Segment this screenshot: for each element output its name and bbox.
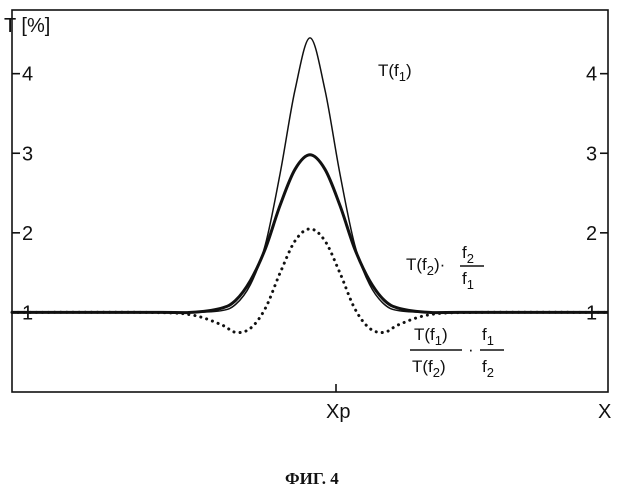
label-t-f1-close: ) xyxy=(406,61,412,80)
y-tick-label-right: 2 xyxy=(586,223,597,245)
svg-text:T(f2): T(f2) xyxy=(412,357,446,380)
svg-text:T(f1): T(f1) xyxy=(414,325,448,348)
label-ratio-den: T(f xyxy=(412,357,433,376)
label-t-f2-num-sub: 2 xyxy=(467,251,474,266)
label-ratio-dot: · xyxy=(468,340,474,359)
label-t-f1-part: T(f xyxy=(378,61,399,80)
label-ratio-num-close: ) xyxy=(442,325,448,344)
label-t-f2-close: )· xyxy=(434,255,445,274)
svg-text:f1: f1 xyxy=(462,269,474,292)
svg-text:f2: f2 xyxy=(482,357,494,380)
label-t-f1-sub: 1 xyxy=(399,69,406,84)
label-ratio-den-sub: 2 xyxy=(433,365,440,380)
label-t-f2-den-sub: 1 xyxy=(467,277,474,292)
label-t-f1: T(f1) xyxy=(378,61,412,84)
y-ticks-right: 1234 xyxy=(586,64,608,325)
label-ratio-f-den-sub: 2 xyxy=(487,365,494,380)
series-t-f1-line xyxy=(12,38,608,313)
svg-text:f1: f1 xyxy=(482,325,494,348)
series-t-f2-line xyxy=(12,155,608,313)
series-layer xyxy=(12,38,608,333)
y-tick-label-left: 2 xyxy=(22,223,33,245)
x-axis-label: X xyxy=(598,401,611,423)
label-ratio-num-sub: 1 xyxy=(435,333,442,348)
label-ratio: T(f1) T(f2) · f1 f2 xyxy=(410,325,504,380)
y-tick-label-left: 3 xyxy=(22,143,33,165)
y-ticks-left: 1234 xyxy=(12,64,33,325)
x-marker-label: Xp xyxy=(326,401,350,423)
label-ratio-den-close: ) xyxy=(440,357,446,376)
label-t-f2: T(f2)· f2 f1 xyxy=(406,243,484,292)
y-tick-label-left: 4 xyxy=(22,64,33,86)
y-tick-label-right: 3 xyxy=(586,143,597,165)
figure-caption: ФИГ. 4 xyxy=(285,469,339,488)
y-axis-label: T [%] xyxy=(4,15,50,37)
label-ratio-f-num-sub: 1 xyxy=(487,333,494,348)
label-ratio-num: T(f xyxy=(414,325,435,344)
y-tick-label-right: 4 xyxy=(586,64,597,86)
label-t-f2-part: T(f xyxy=(406,255,427,274)
svg-text:f2: f2 xyxy=(462,243,474,266)
series-ratio-line xyxy=(12,229,608,333)
svg-text:T(f2)·: T(f2)· xyxy=(406,255,445,278)
plot-frame xyxy=(12,10,608,392)
label-t-f2-sub: 2 xyxy=(427,263,434,278)
svg-text:T(f1): T(f1) xyxy=(378,61,412,84)
